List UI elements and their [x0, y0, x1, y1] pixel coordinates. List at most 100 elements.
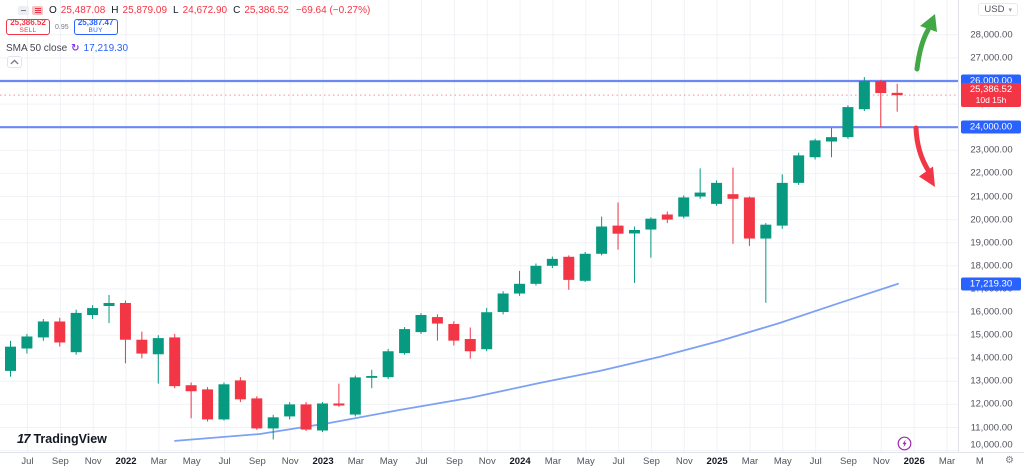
candle-body — [169, 337, 181, 387]
candle-body — [579, 253, 591, 281]
tradingview-logo[interactable]: 17 TradingView — [17, 431, 107, 446]
price-tick-label: 28,000.00 — [970, 29, 1013, 41]
flash-event-icon[interactable] — [897, 436, 912, 451]
time-tick-label: Mar — [938, 456, 956, 467]
candle-body — [349, 377, 361, 415]
candle-body — [382, 351, 394, 378]
spread-value: 0.95 — [55, 23, 69, 31]
legend-collapse-button[interactable] — [7, 56, 22, 68]
order-panel: 25,386.52 SELL 0.95 25,387.47 BUY — [6, 19, 118, 35]
candle-body — [464, 339, 476, 352]
change-value: −69.64 (−0.27%) — [295, 5, 371, 16]
level-axis-label: 17,219.30 — [961, 277, 1021, 291]
time-tick-label: 2026 — [903, 456, 925, 467]
time-tick-label: M — [975, 456, 984, 467]
price-tick-label: 14,000.00 — [970, 352, 1013, 364]
time-tick-label: Jul — [809, 456, 822, 467]
ohlc-row: O 25,487.08 H 25,879.09 L 24,672.90 C 25,386… — [18, 5, 370, 16]
candle-body — [596, 226, 608, 254]
indicator-row: SMA 50 close ↻ 17,219.30 — [6, 43, 128, 54]
up-arrow-shaft — [914, 27, 931, 72]
level-axis-label: 24,000.00 — [961, 120, 1021, 134]
candle-body — [448, 324, 460, 341]
time-tick-label: May — [773, 456, 792, 467]
price-tick-label: 16,000.00 — [970, 306, 1013, 318]
time-tick-label: Nov — [675, 456, 693, 467]
price-axis[interactable]: USD ▾ 28,000.0027,000.0026,000.0025,000.… — [958, 0, 1024, 452]
buy-label: BUY — [88, 27, 103, 35]
candle-body — [316, 403, 328, 431]
axis-settings-gear-icon[interactable]: ⚙ — [1005, 455, 1014, 466]
candle-body — [136, 339, 148, 354]
candle-body — [251, 398, 263, 429]
close-value: 25,386.52 — [244, 5, 289, 16]
sma50-line — [174, 282, 899, 442]
time-tick-label: Sep — [51, 456, 69, 467]
chart-canvas[interactable]: O 25,487.08 H 25,879.09 L 24,672.90 C 25,386… — [0, 0, 958, 452]
currency-dropdown[interactable]: USD ▾ — [978, 3, 1018, 16]
chevron-down-icon: ▾ — [1008, 6, 1012, 14]
candle-body — [87, 308, 99, 316]
candle-body — [858, 81, 870, 110]
candle-body — [185, 385, 197, 392]
candle-body — [218, 384, 230, 420]
price-tick-label: 27,000.00 — [970, 52, 1013, 64]
candle-body — [826, 137, 837, 142]
time-tick-label: Jul — [415, 456, 428, 467]
tradingview-logo-icon: 17 — [17, 431, 31, 446]
candle-body — [776, 182, 788, 226]
time-tick-label: 2023 — [312, 456, 334, 467]
candle-body — [399, 329, 411, 354]
candle-body — [711, 182, 723, 204]
candle-body — [875, 81, 887, 94]
buy-button[interactable]: 25,387.47 BUY — [73, 19, 118, 35]
candle-body — [497, 293, 509, 312]
candle-body — [70, 312, 82, 353]
legend-minimize-icon[interactable] — [18, 6, 29, 15]
sell-button[interactable]: 25,386.52 SELL — [6, 19, 50, 35]
candle-body — [54, 321, 66, 343]
price-tick-label: 22,000.00 — [970, 167, 1013, 179]
candle-body — [612, 225, 624, 234]
candle-body — [842, 107, 854, 138]
time-tick-label: Nov — [478, 456, 496, 467]
indicator-name: SMA 50 close — [6, 43, 68, 54]
high-value: 25,879.09 — [122, 5, 168, 16]
candle-body — [415, 315, 427, 333]
candle-body — [645, 218, 657, 230]
candle-body — [678, 197, 690, 217]
candle-body — [694, 192, 706, 197]
open-key: O — [49, 5, 57, 16]
price-tick-label: 15,000.00 — [970, 329, 1013, 341]
time-tick-label: Mar — [544, 456, 562, 467]
time-tick-label: Sep — [643, 456, 660, 467]
candle-body — [5, 346, 16, 371]
candle-body — [727, 194, 739, 199]
candle-body — [37, 321, 49, 338]
up-arrow-head — [920, 14, 937, 32]
candle-body — [546, 258, 558, 266]
time-tick-label: 2025 — [706, 456, 728, 467]
time-tick-label: Sep — [248, 456, 266, 467]
candle-body — [760, 224, 772, 239]
candle-body — [530, 265, 542, 284]
time-tick-label: May — [379, 456, 398, 467]
candle-body — [743, 197, 755, 239]
price-tick-label: 20,000.00 — [970, 214, 1013, 226]
candle-body — [152, 338, 164, 355]
indicator-loading-icon: ↻ — [71, 43, 80, 54]
candle-body — [267, 417, 279, 429]
time-tick-label: May — [576, 456, 595, 467]
time-axis[interactable]: ⚙ Jul Sep Nov 2022 Mar May Jul Sep Nov 2023 Mar May… — [0, 452, 1024, 468]
symbol-menu-icon[interactable] — [32, 6, 43, 15]
time-tick-label: 2024 — [509, 456, 531, 467]
open-value: 25,487.08 — [60, 5, 106, 16]
price-tick-label: 21,000.00 — [970, 191, 1013, 202]
sell-label: SELL — [19, 27, 37, 35]
chevron-up-icon — [10, 59, 19, 65]
candle-body — [300, 404, 312, 430]
candle-body — [809, 140, 821, 158]
candle-body — [793, 155, 805, 183]
time-tick-label: Mar — [347, 456, 365, 467]
candle-body — [431, 317, 443, 324]
